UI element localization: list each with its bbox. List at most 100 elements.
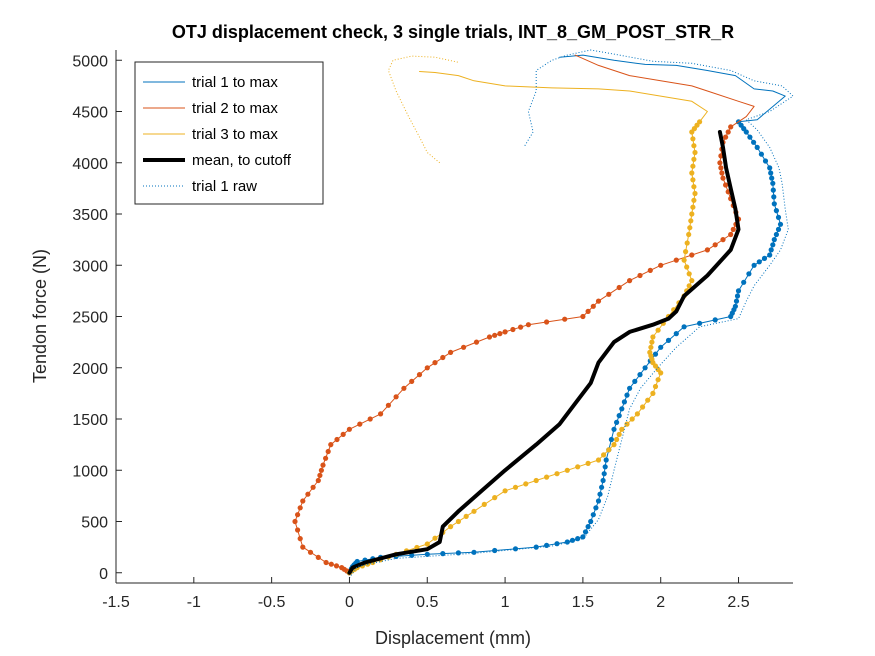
data-point	[300, 544, 306, 550]
data-point	[461, 344, 467, 350]
data-point	[440, 551, 446, 557]
data-point	[734, 293, 741, 299]
data-point	[689, 278, 695, 284]
data-point	[334, 436, 340, 443]
data-point	[691, 184, 697, 190]
data-point	[747, 134, 753, 140]
y-tick-label: 3000	[72, 258, 108, 275]
x-tick-label: -1	[187, 594, 201, 611]
data-point	[723, 182, 729, 188]
data-point	[642, 365, 648, 371]
data-point	[768, 170, 774, 176]
data-point	[518, 324, 524, 330]
data-point	[733, 298, 740, 304]
legend-label: trial 3 to max	[192, 126, 278, 143]
data-point	[328, 561, 334, 567]
data-point	[673, 331, 679, 337]
data-point	[720, 175, 726, 181]
data-point	[525, 322, 532, 328]
data-point	[492, 332, 498, 338]
y-tick-label: 4500	[72, 105, 108, 122]
data-point	[473, 339, 480, 345]
data-point	[686, 271, 692, 277]
data-point	[320, 462, 326, 468]
data-point	[599, 484, 605, 490]
data-point	[378, 411, 384, 417]
data-point	[590, 303, 596, 309]
x-tick-label: 2.5	[727, 594, 749, 611]
data-point	[690, 177, 696, 183]
data-point	[692, 190, 698, 197]
data-point	[595, 298, 602, 304]
data-point	[718, 165, 724, 171]
data-point	[712, 242, 718, 248]
data-point	[719, 170, 725, 176]
data-point	[580, 534, 586, 540]
series-4	[347, 130, 741, 575]
x-tick-label: 0	[345, 594, 354, 611]
series-line	[294, 54, 755, 574]
data-point	[471, 549, 477, 555]
data-point	[619, 426, 625, 432]
data-point	[741, 279, 747, 285]
y-tick-label: 4000	[72, 156, 108, 173]
data-point	[634, 411, 641, 417]
y-axis-label: Tendon force (N)	[30, 249, 50, 383]
data-point	[746, 271, 752, 277]
legend: trial 1 to max trial 2 to max trial 3 to m…	[134, 61, 324, 205]
series-5	[348, 49, 794, 579]
data-point	[424, 365, 430, 371]
data-point	[773, 231, 780, 238]
data-point	[665, 337, 672, 343]
data-point	[448, 524, 454, 530]
data-point	[328, 442, 334, 448]
y-tick-label: 2000	[72, 361, 108, 378]
data-point	[697, 320, 703, 326]
data-point	[409, 552, 415, 558]
data-point	[619, 406, 625, 412]
data-point	[645, 397, 651, 403]
data-point	[627, 385, 633, 391]
data-point	[616, 431, 622, 437]
data-point	[728, 124, 734, 130]
data-point	[673, 257, 679, 263]
data-point	[770, 180, 776, 186]
data-point	[601, 452, 607, 458]
data-point	[432, 535, 438, 541]
y-tick-label: 500	[81, 515, 108, 532]
data-point	[554, 471, 560, 477]
data-point	[600, 477, 606, 484]
legend-box	[134, 61, 324, 205]
data-point	[339, 565, 345, 571]
data-point	[323, 455, 329, 461]
data-point	[593, 505, 599, 511]
data-point	[323, 559, 329, 566]
data-point	[690, 163, 696, 169]
data-point	[689, 211, 695, 217]
data-point	[297, 536, 303, 542]
data-point	[691, 197, 697, 203]
y-tick-label: 1000	[72, 463, 108, 480]
data-point	[310, 484, 316, 490]
data-point	[704, 247, 711, 253]
data-point	[655, 377, 661, 383]
data-point	[725, 129, 731, 135]
data-point	[393, 394, 399, 400]
data-point	[354, 558, 360, 565]
series-line	[348, 49, 794, 579]
data-point	[730, 226, 736, 232]
data-point	[616, 284, 622, 291]
data-point	[595, 498, 602, 504]
data-point	[614, 419, 620, 425]
data-point	[502, 329, 508, 335]
data-point	[307, 549, 314, 555]
data-point	[492, 547, 498, 554]
series-line	[387, 55, 459, 164]
data-point	[756, 259, 762, 265]
data-point	[318, 467, 324, 473]
data-point	[621, 399, 628, 405]
data-point	[497, 331, 503, 337]
data-point	[754, 144, 760, 150]
x-tick-label: -1.5	[102, 594, 130, 611]
